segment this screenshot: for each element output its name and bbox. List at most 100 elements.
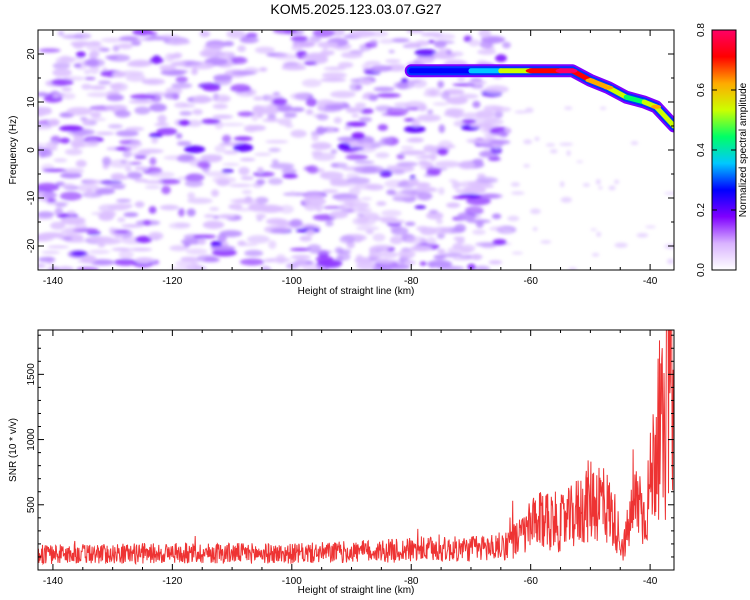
noise-blob [277, 105, 294, 112]
noise-blob [379, 169, 393, 178]
noise-blob [504, 127, 512, 134]
noise-blob [49, 266, 60, 270]
noise-blob [123, 212, 139, 218]
noise-blob [477, 49, 497, 55]
noise-blob [168, 40, 176, 45]
noise-blob [233, 198, 259, 205]
noise-blob [372, 244, 392, 250]
colorbar-tick-label: 0.4 [696, 143, 707, 157]
noise-blob [434, 160, 461, 168]
noise-blob [484, 85, 509, 94]
noise-blob [356, 216, 370, 224]
ridge-peak [525, 68, 536, 73]
noise-blob [317, 41, 339, 48]
noise-blob [98, 204, 117, 213]
noise-blob [271, 159, 279, 165]
noise-blob [343, 201, 355, 206]
noise-blob [57, 266, 74, 270]
noise-blob [244, 249, 264, 257]
noise-blob [433, 40, 447, 49]
noise-blob [134, 178, 148, 183]
noise-blob [483, 133, 500, 137]
noise-blob [312, 152, 336, 161]
noise-blob [52, 94, 60, 98]
noise-blob [502, 229, 513, 233]
noise-blob [143, 180, 163, 184]
snr-panel: -140 -120 -100 -80 -60 -40 500 1000 1500 Height… [8, 329, 675, 596]
noise-blob [466, 80, 487, 85]
noise-blob [88, 236, 114, 243]
noise-blob [126, 61, 151, 68]
x-tick-label: -120 [162, 276, 182, 287]
noise-blob [95, 131, 115, 136]
noise-blob [540, 240, 552, 244]
noise-blob [351, 113, 360, 118]
noise-blob [472, 100, 481, 109]
noise-blob [38, 143, 47, 147]
noise-blob [532, 227, 538, 231]
noise-blob [545, 143, 556, 147]
noise-blob [323, 66, 346, 71]
noise-blob [452, 195, 471, 200]
noise-blob [239, 157, 256, 162]
noise-blob [379, 38, 395, 44]
noise-blob [290, 129, 307, 138]
noise-blob [81, 255, 97, 264]
noise-blob [475, 110, 495, 118]
noise-blob [258, 204, 284, 213]
noise-blob [316, 259, 343, 268]
noise-blob [134, 257, 155, 264]
noise-blob [348, 187, 361, 196]
noise-blob [220, 122, 245, 127]
heatmap-x-axis-label: Height of straight line (km) [298, 286, 415, 297]
noise-blob [360, 142, 372, 148]
ridge-peak [555, 68, 566, 73]
noise-blob [46, 198, 57, 203]
noise-blob [109, 83, 124, 90]
noise-blob [100, 37, 125, 43]
noise-blob [449, 51, 464, 57]
noise-blob [582, 183, 591, 187]
noise-blob [472, 158, 484, 164]
noise-blob [112, 230, 129, 234]
noise-blob [237, 243, 258, 247]
y-tick-label: 500 [26, 496, 37, 513]
noise-blob [223, 41, 235, 47]
noise-blob [171, 82, 193, 89]
noise-blob [329, 210, 349, 219]
noise-blob [214, 145, 226, 153]
noise-blob [549, 149, 558, 154]
noise-blob [272, 30, 298, 34]
noise-blob [455, 189, 472, 194]
noise-blob [303, 61, 317, 65]
noise-blob [193, 234, 217, 239]
noise-blob [424, 87, 442, 94]
noise-blob [375, 152, 390, 159]
noise-blob [113, 258, 138, 266]
noise-blob [233, 136, 253, 142]
noise-blob [51, 78, 74, 86]
noise-blob [81, 83, 92, 90]
noise-blob [289, 247, 311, 252]
noise-blob [119, 35, 139, 42]
noise-blob [590, 228, 597, 231]
x-tick-label: -80 [404, 276, 419, 287]
noise-blob [217, 214, 236, 219]
noise-blob [196, 255, 217, 263]
noise-blob [443, 112, 455, 117]
noise-blob [349, 82, 363, 92]
noise-blob [614, 179, 620, 184]
x-tick-label: -80 [404, 576, 419, 587]
noise-blob [202, 155, 223, 163]
noise-blob [598, 186, 603, 190]
noise-blob [60, 183, 76, 188]
noise-blob [58, 125, 84, 132]
noise-blob [66, 210, 76, 216]
noise-blob [418, 160, 430, 166]
noise-blob [291, 254, 311, 260]
noise-blob [316, 113, 329, 121]
noise-blob [89, 65, 100, 74]
heatmap-marks [38, 30, 674, 270]
noise-blob [38, 211, 55, 218]
noise-blob [115, 130, 139, 137]
